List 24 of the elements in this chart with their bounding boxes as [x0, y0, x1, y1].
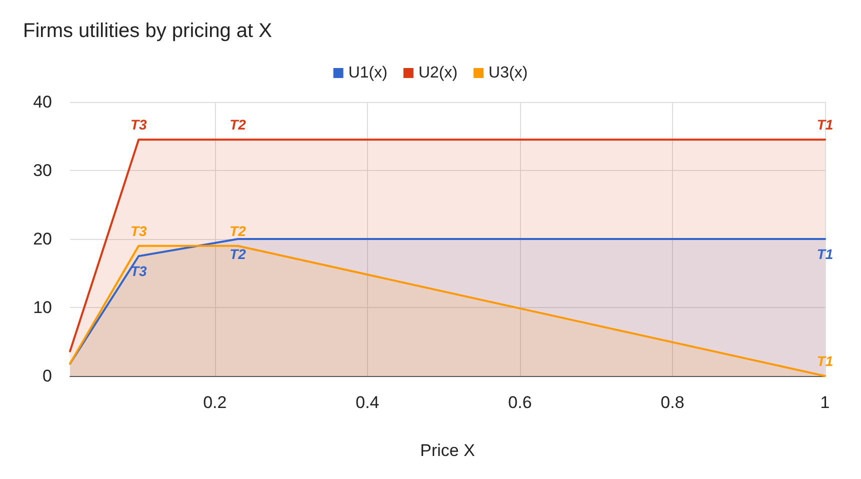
- y-tick-label: 20: [33, 230, 52, 248]
- legend-label: U1(x): [348, 64, 388, 82]
- x-tick-label: 0.8: [660, 393, 684, 412]
- data-label: T2: [230, 246, 246, 262]
- data-label: T1: [816, 353, 834, 369]
- data-label: T2: [230, 116, 246, 133]
- x-axis-title: Price X: [420, 441, 475, 460]
- data-label: T3: [130, 116, 148, 133]
- data-label: T2: [230, 222, 246, 239]
- x-tick-label: 0.2: [203, 393, 227, 412]
- chart-title: Firms utilities by pricing at X: [23, 20, 272, 42]
- x-tick-label: 1: [820, 393, 830, 412]
- y-tick-label: 30: [33, 161, 52, 180]
- data-label: T3: [130, 222, 148, 239]
- legend-label: U2(x): [418, 64, 458, 82]
- legend-label: U3(x): [488, 64, 528, 82]
- y-tick-label: 10: [33, 298, 52, 317]
- data-label: T1: [816, 246, 834, 262]
- data-label: T1: [816, 116, 834, 133]
- y-tick-label: 0: [42, 366, 52, 386]
- x-tick-label: 0.4: [356, 393, 380, 412]
- y-tick-label: 40: [33, 92, 52, 112]
- data-label: T3: [130, 263, 148, 280]
- x-tick-label: 0.6: [508, 393, 532, 412]
